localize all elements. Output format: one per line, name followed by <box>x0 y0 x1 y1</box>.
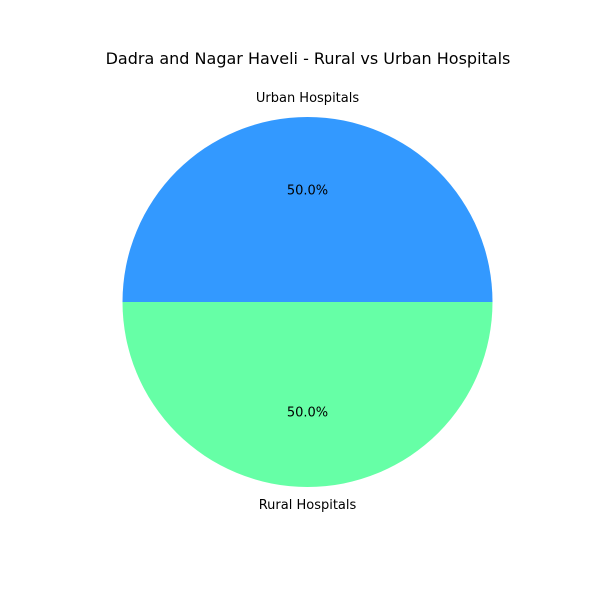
pie-slice-1 <box>122 302 493 487</box>
pie-slices <box>122 117 493 487</box>
pie-labels: Rural Hospitals 50.0% Urban Hospitals 50.0% <box>256 91 359 513</box>
chart-title: Dadra and Nagar Haveli - Rural vs Urban … <box>106 49 511 68</box>
slice-percent-1: 50.0% <box>287 406 328 421</box>
slice-label-1: Rural Hospitals <box>259 498 357 513</box>
slice-percent-2: 50.0% <box>287 184 328 199</box>
pie-slice-2 <box>122 117 493 303</box>
slice-label-2: Urban Hospitals <box>256 91 359 106</box>
